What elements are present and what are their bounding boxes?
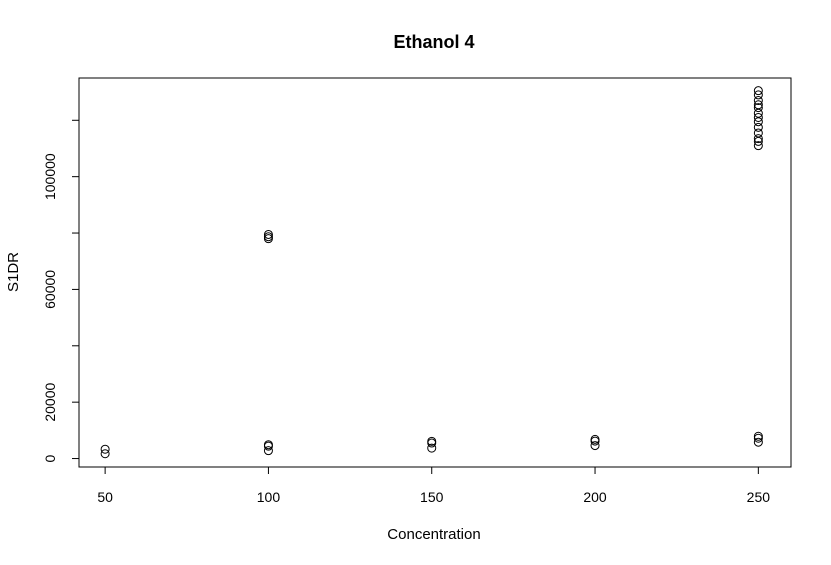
data-point xyxy=(100,449,110,459)
y-axis-label: S1DR xyxy=(5,252,22,292)
plot-frame xyxy=(78,77,792,468)
data-point xyxy=(263,232,273,242)
data-point xyxy=(753,86,763,96)
x-tick-label: 250 xyxy=(747,489,771,505)
data-point xyxy=(753,431,763,441)
x-tick-label: 150 xyxy=(420,489,444,505)
data-point xyxy=(263,446,273,456)
x-axis: 50 100 150 200 250 xyxy=(97,466,771,505)
chart-title: Ethanol 4 xyxy=(393,32,474,52)
data-point xyxy=(263,229,273,239)
y-tick-label: 0 xyxy=(42,454,58,462)
x-tick-label: 50 xyxy=(97,489,113,505)
data-point xyxy=(427,436,437,446)
data-point xyxy=(753,122,763,132)
x-axis-label: Concentration xyxy=(387,526,480,543)
data-point xyxy=(753,96,763,106)
data-point xyxy=(590,434,600,444)
data-points xyxy=(100,86,763,459)
x-tick-label: 200 xyxy=(583,489,607,505)
data-point xyxy=(590,441,600,451)
data-point xyxy=(753,128,763,138)
data-point xyxy=(427,443,437,453)
data-point xyxy=(753,112,763,122)
data-point xyxy=(753,100,763,110)
x-tick-label: 100 xyxy=(257,489,281,505)
y-tick-label: 60000 xyxy=(42,270,58,309)
data-point xyxy=(753,90,763,100)
y-tick-label: 100000 xyxy=(42,153,58,200)
y-axis: 0 20000 60000 100000 xyxy=(42,119,80,462)
data-point xyxy=(753,437,763,447)
data-point xyxy=(100,444,110,454)
data-point xyxy=(263,440,273,450)
data-point xyxy=(753,141,763,151)
y-tick-label: 20000 xyxy=(42,382,58,421)
data-point xyxy=(753,103,763,113)
data-point xyxy=(753,134,763,144)
